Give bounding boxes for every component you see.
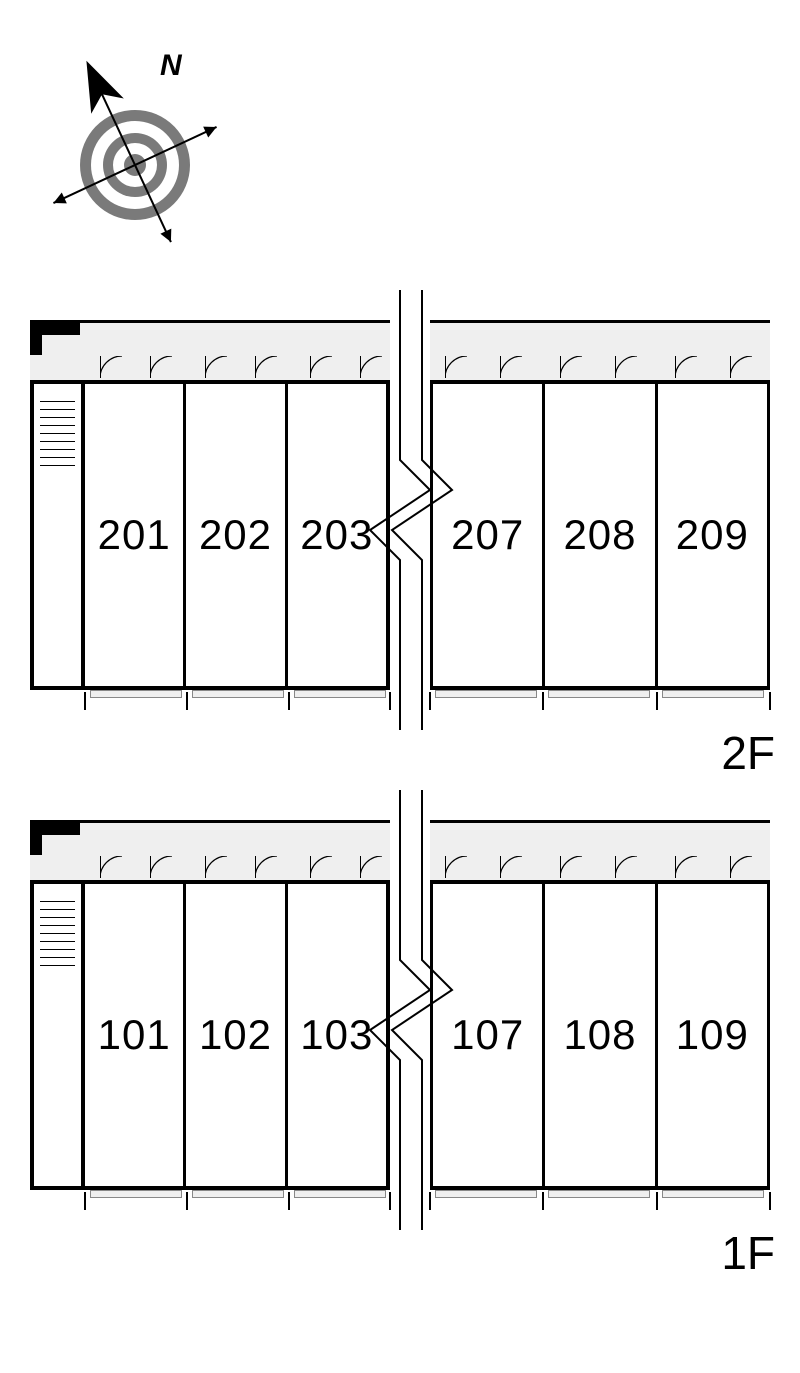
unit-label: 209 [676,511,749,559]
door-swing-icon [500,856,522,878]
unit-cell: 102 [186,884,287,1186]
door-swing-icon [255,856,277,878]
door-swing-icon [500,356,522,378]
door-swing-icon [730,856,752,878]
unit-cell: 209 [658,384,767,686]
door-swing-icon [675,356,697,378]
floor-1F: 101102103107108109 1F [30,820,770,1220]
unit-cell: 107 [430,884,545,1186]
door-swing-icon [445,356,467,378]
unit-label: 202 [199,511,272,559]
door-swing-icon [445,856,467,878]
door-swing-icon [100,856,122,878]
unit-label: 107 [451,1011,524,1059]
door-swing-icon [205,356,227,378]
unit-row: 207 208 209 [430,380,770,690]
unit-cell: 103 [288,884,390,1186]
corridor [430,820,770,883]
door-swing-icon [205,856,227,878]
unit-row: 107 108 109 [430,880,770,1190]
unit-label: 201 [98,511,171,559]
compass-north-label: N [160,49,183,82]
floor-plan-diagram: N 201202203207208209 2F10110210310710810… [0,0,800,1373]
unit-label: 208 [563,511,636,559]
door-swing-icon [310,856,332,878]
stairwell [30,384,85,686]
door-swing-icon [675,856,697,878]
unit-label: 103 [300,1011,373,1059]
door-swing-icon [360,856,382,878]
unit-cell: 108 [545,884,657,1186]
unit-label: 203 [300,511,373,559]
unit-cell: 109 [658,884,767,1186]
door-swing-icon [560,856,582,878]
door-swing-icon [560,356,582,378]
floor-2F: 201202203207208209 2F [30,320,770,720]
unit-row: 101 102 103 [30,880,390,1190]
door-swing-icon [730,356,752,378]
floor-label: 1F [721,1226,775,1280]
floor-label: 2F [721,726,775,780]
door-swing-icon [150,856,172,878]
unit-cell: 201 [85,384,186,686]
balcony-ticks [30,700,770,718]
door-swing-icon [615,856,637,878]
corridor [430,320,770,383]
unit-cell: 101 [85,884,186,1186]
unit-cell: 202 [186,384,287,686]
unit-cell: 207 [430,384,545,686]
door-swing-icon [100,356,122,378]
door-swing-icon [150,356,172,378]
door-swing-icon [255,356,277,378]
unit-cell: 208 [545,384,657,686]
stairwell [30,884,85,1186]
door-swing-icon [615,356,637,378]
unit-label: 101 [98,1011,171,1059]
unit-label: 102 [199,1011,272,1059]
stairs-icon [40,394,75,474]
unit-label: 109 [676,1011,749,1059]
unit-label: 108 [563,1011,636,1059]
stairs-icon [40,894,75,974]
door-swing-icon [310,356,332,378]
door-swing-icon [360,356,382,378]
unit-row: 201 202 203 [30,380,390,690]
unit-label: 207 [451,511,524,559]
compass-icon: N [40,40,230,255]
balcony-ticks [30,1200,770,1218]
corner-mark-icon [30,323,80,335]
corner-mark-icon [30,823,80,835]
unit-cell: 203 [288,384,390,686]
